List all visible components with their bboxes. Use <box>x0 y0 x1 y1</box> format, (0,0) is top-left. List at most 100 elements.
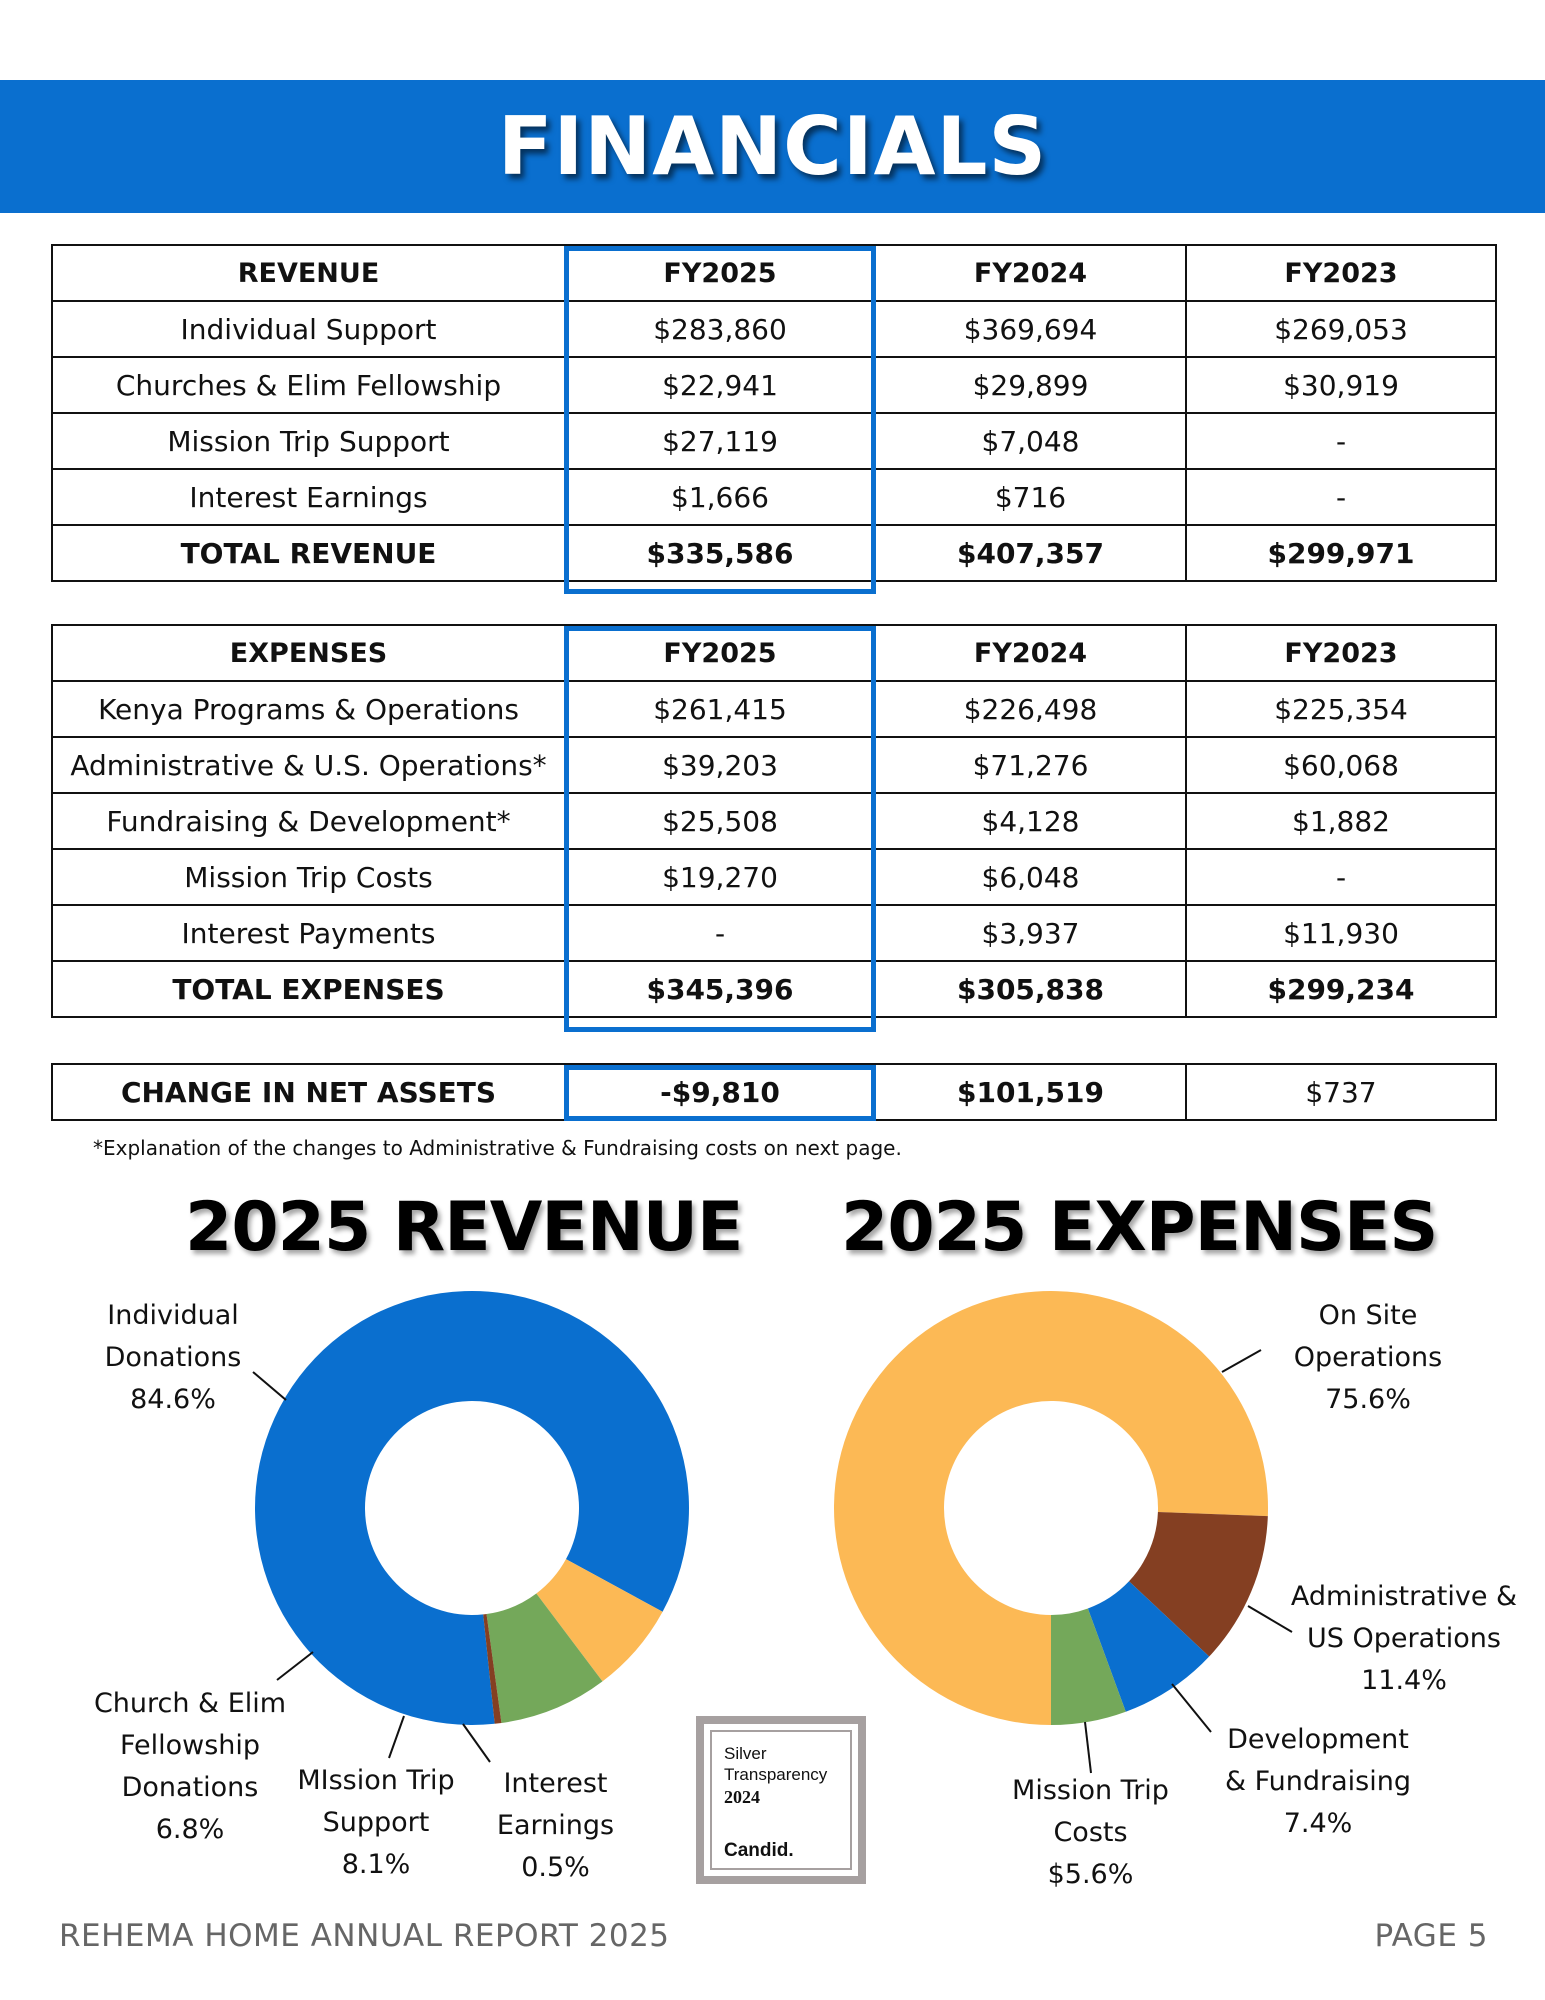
row-label: Kenya Programs & Operations <box>51 680 566 738</box>
leader-line <box>276 1651 314 1681</box>
cell-fy2024: $3,937 <box>874 904 1187 962</box>
cell-fy2023: $269,053 <box>1185 300 1497 358</box>
expenses-label-development: Development & Fundraising 7.4% <box>1224 1724 1412 1839</box>
net-assets-fy2024: $101,519 <box>874 1063 1187 1121</box>
leader-line <box>252 1371 287 1401</box>
expenses-chart-title: 2025 EXPENSES <box>841 1188 1438 1267</box>
expenses-slice-3 <box>1087 1581 1210 1712</box>
cell-fy2024: $29,899 <box>874 356 1187 414</box>
leader-line <box>1221 1349 1262 1373</box>
leader-line <box>388 1715 405 1759</box>
cell-fy2024: $369,694 <box>874 300 1187 358</box>
table-row: Churches & Elim Fellowship $22,941 $29,8… <box>51 356 1497 414</box>
cell-fy2023: - <box>1185 848 1497 906</box>
total-fy2024: $407,357 <box>874 524 1187 582</box>
row-label: Administrative & U.S. Operations* <box>51 736 566 794</box>
cell-fy2025: $27,119 <box>564 412 876 470</box>
footer-report-title: REHEMA HOME ANNUAL REPORT 2025 <box>59 1918 670 1954</box>
revenue-donut <box>254 1291 689 1725</box>
title-banner: FINANCIALS <box>0 80 1545 213</box>
row-label: Mission Trip Costs <box>51 848 566 906</box>
revenue-slice-2 <box>536 1559 663 1682</box>
row-label: Interest Earnings <box>51 468 566 526</box>
cell-fy2023: - <box>1185 412 1497 470</box>
cell-fy2025: $39,203 <box>564 736 876 794</box>
leader-line <box>1084 1721 1092 1774</box>
cell-fy2024: $226,498 <box>874 680 1187 738</box>
cell-fy2025: $261,415 <box>564 680 876 738</box>
expenses-label-mission: Mission Trip Costs $5.6% <box>1012 1775 1169 1890</box>
leader-line <box>1247 1605 1293 1633</box>
table-row: Fundraising & Development* $25,508 $4,12… <box>51 792 1497 850</box>
candid-transparency-seal: Silver Transparency 2024 Candid. <box>696 1716 866 1884</box>
revenue-label-mission: MIssion Trip Support 8.1% <box>297 1765 455 1880</box>
net-assets-fy2023: $737 <box>1185 1063 1497 1121</box>
expenses-slice-1 <box>834 1291 1268 1725</box>
page-title: FINANCIALS <box>497 100 1048 193</box>
revenue-chart-title: 2025 REVENUE <box>185 1188 743 1267</box>
table-row: Interest Payments - $3,937 $11,930 <box>51 904 1497 962</box>
total-fy2023: $299,234 <box>1185 960 1497 1018</box>
expenses-header-fy2024: FY2024 <box>874 624 1187 682</box>
cell-fy2023: - <box>1185 468 1497 526</box>
table-row: Mission Trip Support $27,119 $7,048 - <box>51 412 1497 470</box>
revenue-label-individual: Individual Donations 84.6% <box>104 1300 242 1415</box>
cell-fy2024: $4,128 <box>874 792 1187 850</box>
expenses-header-label: EXPENSES <box>51 624 566 682</box>
seal-year: 2024 <box>724 1787 760 1807</box>
cell-fy2024: $7,048 <box>874 412 1187 470</box>
row-label: Interest Payments <box>51 904 566 962</box>
cell-fy2024: $71,276 <box>874 736 1187 794</box>
revenue-header-label: REVENUE <box>51 244 566 302</box>
cell-fy2023: $11,930 <box>1185 904 1497 962</box>
revenue-slice-4 <box>483 1614 502 1724</box>
expenses-slice-4 <box>1051 1608 1126 1725</box>
total-fy2024: $305,838 <box>874 960 1187 1018</box>
cell-fy2023: $30,919 <box>1185 356 1497 414</box>
total-label: TOTAL EXPENSES <box>51 960 566 1018</box>
row-label: Churches & Elim Fellowship <box>51 356 566 414</box>
cell-fy2025: $25,508 <box>564 792 876 850</box>
leader-line <box>462 1723 491 1763</box>
revenue-table: REVENUE FY2025 FY2024 FY2023 Individual … <box>51 244 1497 582</box>
cell-fy2024: $716 <box>874 468 1187 526</box>
cell-fy2023: $1,882 <box>1185 792 1497 850</box>
net-assets-label: CHANGE IN NET ASSETS <box>51 1063 566 1121</box>
leader-line <box>1171 1683 1212 1733</box>
table-row: Individual Support $283,860 $369,694 $26… <box>51 300 1497 358</box>
cell-fy2023: $60,068 <box>1185 736 1497 794</box>
row-label: Fundraising & Development* <box>51 792 566 850</box>
seal-line1: Silver <box>724 1744 767 1763</box>
expenses-slice-2 <box>1128 1512 1268 1657</box>
expenses-donut <box>834 1291 1268 1725</box>
revenue-header-fy2024: FY2024 <box>874 244 1187 302</box>
expenses-header-fy2023: FY2023 <box>1185 624 1497 682</box>
cell-fy2024: $6,048 <box>874 848 1187 906</box>
table-row: Mission Trip Costs $19,270 $6,048 - <box>51 848 1497 906</box>
footer-page-number: PAGE 5 <box>1374 1918 1488 1954</box>
row-label: Mission Trip Support <box>51 412 566 470</box>
revenue-label-church: Church & Elim Fellowship Donations 6.8% <box>93 1688 287 1845</box>
cell-fy2025: $22,941 <box>564 356 876 414</box>
candid-logo: Candid. <box>724 1840 794 1861</box>
seal-line2: Transparency <box>724 1765 828 1784</box>
total-fy2025: $345,396 <box>564 960 876 1018</box>
expenses-label-onsite: On Site Operations 75.6% <box>1293 1300 1443 1415</box>
revenue-slice-1 <box>254 1291 689 1725</box>
total-fy2023: $299,971 <box>1185 524 1497 582</box>
cell-fy2025: $283,860 <box>564 300 876 358</box>
total-row: TOTAL EXPENSES $345,396 $305,838 $299,23… <box>51 960 1497 1018</box>
total-fy2025: $335,586 <box>564 524 876 582</box>
table-row: Kenya Programs & Operations $261,415 $22… <box>51 680 1497 738</box>
row-label: Individual Support <box>51 300 566 358</box>
leader-lines <box>252 1349 1293 1774</box>
expenses-table: EXPENSES FY2025 FY2024 FY2023 Kenya Prog… <box>51 624 1497 1018</box>
cell-fy2025: $19,270 <box>564 848 876 906</box>
revenue-label-interest: Interest Earnings 0.5% <box>496 1768 615 1883</box>
total-row: TOTAL REVENUE $335,586 $407,357 $299,971 <box>51 524 1497 582</box>
table-row: Interest Earnings $1,666 $716 - <box>51 468 1497 526</box>
total-label: TOTAL REVENUE <box>51 524 566 582</box>
cell-fy2023: $225,354 <box>1185 680 1497 738</box>
table-row: Administrative & U.S. Operations* $39,20… <box>51 736 1497 794</box>
